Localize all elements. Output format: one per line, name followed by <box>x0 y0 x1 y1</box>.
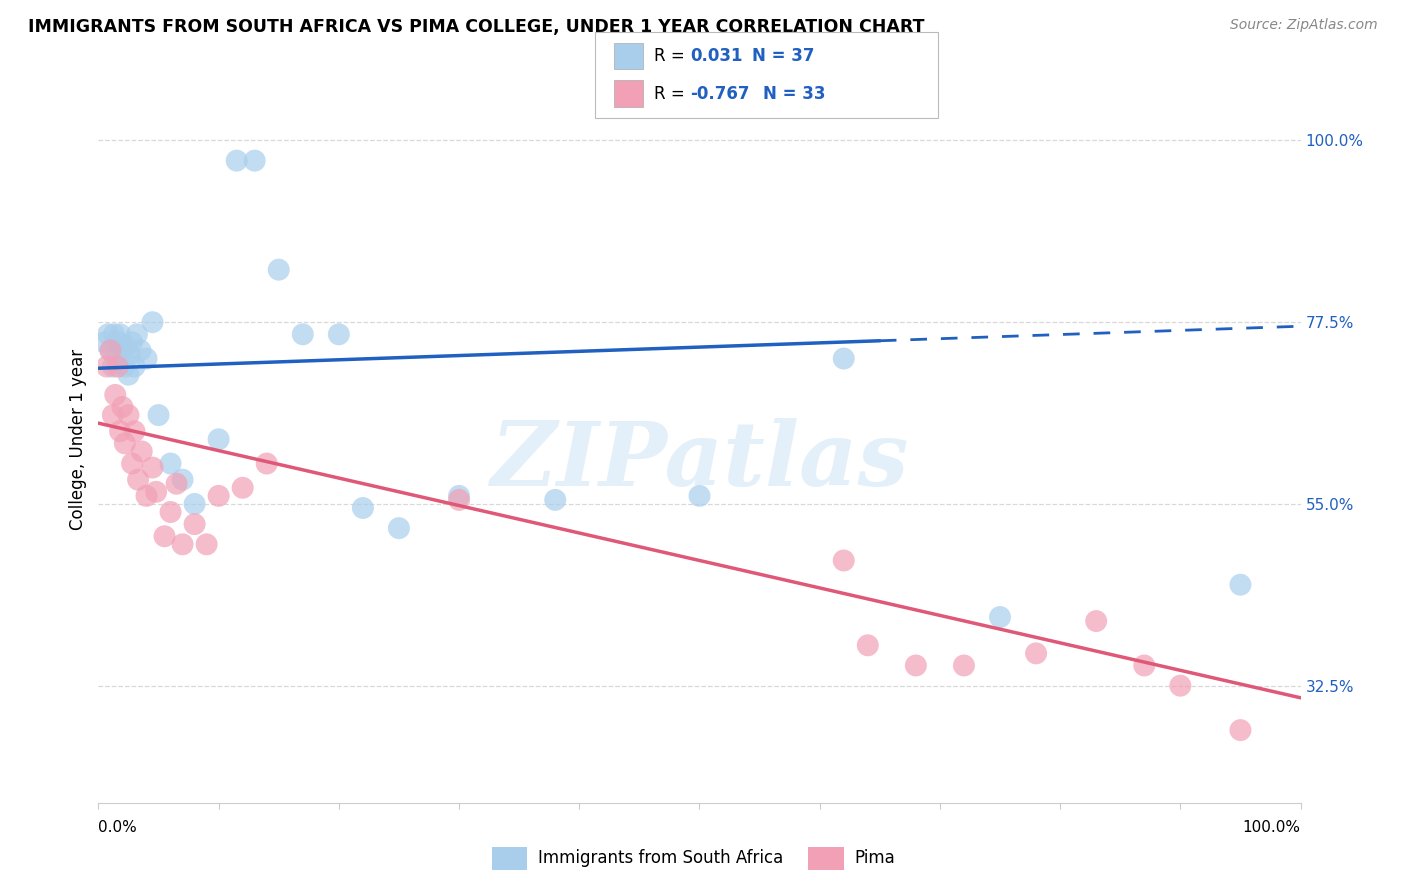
Point <box>124 359 146 374</box>
Point <box>183 517 205 532</box>
Y-axis label: College, Under 1 year: College, Under 1 year <box>69 349 87 530</box>
Point <box>100 343 122 358</box>
Point <box>447 492 470 507</box>
Point <box>232 481 254 495</box>
Point <box>195 537 218 551</box>
Point <box>97 327 120 342</box>
Point <box>101 408 124 422</box>
Point <box>988 610 1011 624</box>
Point <box>135 489 157 503</box>
Point <box>1025 646 1047 660</box>
Point <box>108 424 131 438</box>
Point <box>118 347 141 361</box>
Point <box>117 368 139 382</box>
Point <box>267 262 290 277</box>
Text: 0.0%: 0.0% <box>98 821 138 835</box>
Point <box>166 476 188 491</box>
Point <box>114 436 136 450</box>
Point <box>388 521 411 535</box>
Point <box>1170 679 1192 693</box>
Point <box>159 457 181 471</box>
Text: IMMIGRANTS FROM SOUTH AFRICA VS PIMA COLLEGE, UNDER 1 YEAR CORRELATION CHART: IMMIGRANTS FROM SOUTH AFRICA VS PIMA COL… <box>28 18 925 36</box>
Text: R =: R = <box>654 47 690 65</box>
Point <box>111 343 134 358</box>
Text: Pima: Pima <box>855 849 896 867</box>
Point <box>124 424 146 438</box>
Point <box>172 473 194 487</box>
Text: R =: R = <box>654 85 690 103</box>
Point <box>904 658 927 673</box>
Point <box>225 153 247 168</box>
Point <box>121 335 143 350</box>
Point <box>1229 723 1251 737</box>
Point <box>100 343 122 358</box>
Point <box>135 351 157 366</box>
Point <box>103 327 125 342</box>
Point <box>1085 614 1108 628</box>
Text: Immigrants from South Africa: Immigrants from South Africa <box>538 849 783 867</box>
Point <box>159 505 181 519</box>
Point <box>291 327 314 342</box>
Point <box>96 359 118 374</box>
Point <box>117 408 139 422</box>
Point <box>208 489 231 503</box>
Point <box>328 327 350 342</box>
Text: -0.767: -0.767 <box>690 85 749 103</box>
Point <box>141 315 163 329</box>
Point <box>105 347 128 361</box>
Point <box>141 460 163 475</box>
Point <box>111 400 134 414</box>
Point <box>856 638 879 652</box>
Point <box>121 457 143 471</box>
Point <box>953 658 976 673</box>
Point <box>447 489 470 503</box>
Text: ZIPatlas: ZIPatlas <box>491 417 908 504</box>
Point <box>93 335 115 350</box>
Point <box>1133 658 1156 673</box>
Point <box>243 153 266 168</box>
Text: 0.031: 0.031 <box>690 47 742 65</box>
Point <box>256 457 278 471</box>
Point <box>107 359 129 374</box>
Text: 100.0%: 100.0% <box>1243 821 1301 835</box>
Text: N = 33: N = 33 <box>763 85 825 103</box>
Point <box>832 351 855 366</box>
Point <box>832 553 855 567</box>
Text: Source: ZipAtlas.com: Source: ZipAtlas.com <box>1230 18 1378 32</box>
Point <box>145 484 167 499</box>
Point <box>1229 578 1251 592</box>
Point <box>689 489 711 503</box>
Point <box>544 492 567 507</box>
Point <box>148 408 170 422</box>
Point <box>127 473 149 487</box>
Point <box>352 500 374 515</box>
Point <box>125 327 148 342</box>
Point <box>183 497 205 511</box>
Point <box>208 433 231 447</box>
Point <box>131 444 153 458</box>
Point <box>115 339 138 353</box>
Text: N = 37: N = 37 <box>752 47 814 65</box>
Point <box>153 529 176 543</box>
Point <box>101 359 124 374</box>
Point <box>104 388 127 402</box>
Point <box>107 335 129 350</box>
Point <box>129 343 152 358</box>
Point <box>172 537 194 551</box>
Point <box>114 359 136 374</box>
Point <box>108 327 131 342</box>
